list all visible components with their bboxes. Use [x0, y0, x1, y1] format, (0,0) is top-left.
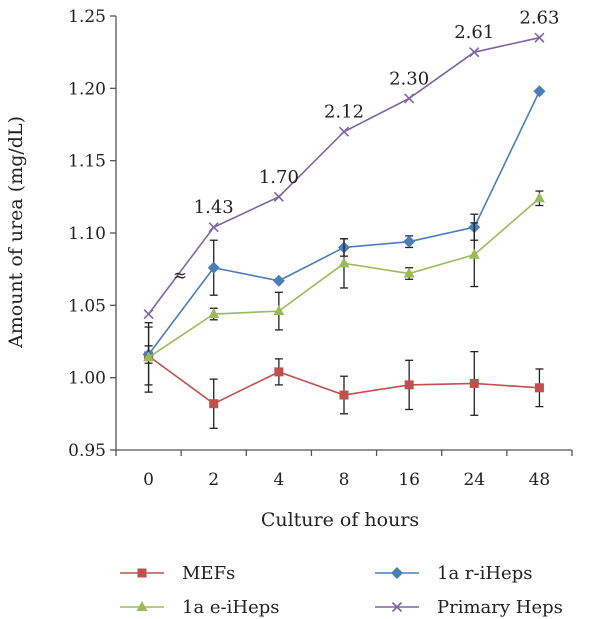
- x-axis: 0 2 4 8 16 24 48: [115, 449, 573, 490]
- x-tick-label: 16: [398, 470, 420, 490]
- legend-item: MEFs: [120, 563, 235, 584]
- data-point: [533, 192, 545, 203]
- legend-marker: [391, 567, 403, 579]
- data-point: [404, 380, 414, 390]
- data-point: [469, 378, 479, 388]
- y-tick-label: 1.05: [68, 296, 106, 316]
- legend-marker: [137, 568, 147, 578]
- data-point: [208, 308, 220, 319]
- data-point: [403, 235, 416, 248]
- data-point: [209, 399, 219, 409]
- series-mefs: [144, 326, 544, 429]
- data-point: [468, 248, 480, 259]
- data-point: [403, 267, 415, 278]
- data-point: [274, 367, 284, 377]
- legend-label: MEFs: [182, 563, 235, 584]
- data-point: [208, 222, 219, 233]
- y-tick-label: 1.20: [68, 79, 106, 99]
- series-primary-heps: 1.43 1.70 2.12 2.30 2.61 2.63: [143, 8, 559, 320]
- legend-label: Primary Heps: [437, 597, 563, 618]
- x-tick-label: 24: [463, 470, 485, 490]
- data-point: [273, 305, 285, 316]
- x-tick-label: 2: [208, 470, 219, 490]
- series-layer: 1.43 1.70 2.12 2.30 2.61 2.63: [142, 8, 559, 429]
- data-point: [404, 93, 415, 104]
- legend-item: 1a r-iHeps: [375, 563, 532, 584]
- y-tick-label: 1.15: [68, 152, 106, 172]
- data-point: [207, 261, 220, 274]
- data-label: 1.70: [259, 167, 299, 188]
- legend-item: Primary Heps: [375, 597, 563, 618]
- data-point: [338, 257, 350, 268]
- y-tick-label: 1.10: [68, 224, 106, 244]
- data-point: [273, 191, 284, 202]
- y-tick-label: 1.00: [68, 369, 106, 389]
- legend: MEFs 1a r-iHeps 1a e-iHeps Primary Heps: [120, 563, 563, 618]
- data-label: 1.43: [194, 197, 234, 218]
- axis-break-symbol: ≈: [173, 266, 187, 286]
- data-point: [338, 126, 350, 137]
- data-point: [143, 308, 154, 320]
- legend-marker: [136, 601, 148, 611]
- data-point: [534, 383, 544, 393]
- y-axis-title: Amount of urea (mg/dL): [5, 116, 27, 349]
- data-point: [469, 47, 480, 58]
- data-point: [272, 274, 285, 287]
- data-point: [533, 85, 546, 98]
- y-tick-label: 1.25: [68, 7, 106, 27]
- data-point: [143, 351, 155, 362]
- data-label: 2.12: [324, 102, 364, 123]
- data-label: 2.30: [389, 68, 429, 89]
- data-label: 2.63: [519, 8, 559, 29]
- legend-marker: [391, 601, 403, 613]
- x-tick-label: 8: [339, 470, 350, 490]
- x-axis-title: Culture of hours: [261, 509, 419, 531]
- legend-item: 1a e-iHeps: [120, 597, 280, 618]
- data-label: 2.61: [454, 22, 494, 43]
- x-tick-label: 0: [143, 470, 154, 490]
- y-tick-label: 0.95: [68, 441, 106, 461]
- data-point: [534, 32, 545, 43]
- x-tick-label: 48: [529, 470, 551, 490]
- y-axis: 0.95 1.00 1.05 1.10 1.15 1.20 1.25: [68, 7, 117, 461]
- x-tick-label: 4: [273, 470, 284, 490]
- legend-label: 1a r-iHeps: [437, 563, 532, 584]
- series-1a-e-iheps: [143, 190, 545, 393]
- legend-label: 1a e-iHeps: [182, 597, 280, 618]
- data-point: [339, 390, 349, 400]
